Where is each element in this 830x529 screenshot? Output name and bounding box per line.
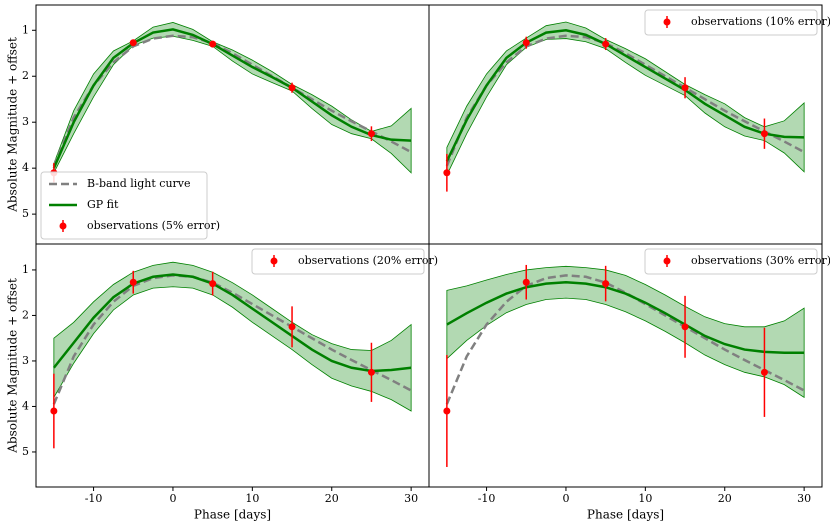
observation	[760, 368, 768, 376]
gp-fit	[446, 280, 805, 355]
y-tick-label: 5	[22, 445, 29, 458]
observation	[760, 130, 768, 138]
y-tick-label: 1	[22, 23, 29, 36]
y-axis-label: Absolute Magnitude + offset	[6, 37, 20, 213]
light-curve	[445, 274, 805, 405]
x-tick-label: 20	[325, 492, 339, 505]
legend-label: observations (30% error)	[691, 254, 830, 267]
legend-label: observations (10% error)	[691, 15, 830, 28]
observation	[367, 368, 375, 376]
y-tick-label: 3	[22, 115, 29, 128]
legend-swatch	[59, 222, 67, 230]
gp-fit	[52, 273, 412, 373]
observation	[129, 39, 137, 47]
y-tick-label: 1	[22, 263, 29, 276]
confidence-band	[446, 21, 805, 176]
observation	[288, 84, 296, 92]
panel: 1 2 3 4 5 -10 0 10 20 30 Absolute Magnitude + offs…	[6, 243, 438, 522]
legend-box	[251, 248, 425, 275]
observation	[681, 84, 689, 92]
confidence-band	[446, 265, 805, 399]
confidence-band	[53, 22, 412, 174]
legend-box	[644, 9, 818, 36]
y-tick-label: 5	[22, 207, 29, 220]
y-tick-label: 4	[22, 161, 29, 174]
observation	[209, 280, 217, 288]
panel-frame	[428, 243, 823, 488]
light-curve	[445, 34, 805, 167]
legend-swatch	[270, 257, 278, 265]
confidence-band	[53, 261, 412, 412]
panel: -10 0 10 20 30 Phase [days] observations (30% …	[428, 243, 830, 522]
observation	[602, 40, 610, 48]
x-tick-label: -10	[85, 492, 103, 505]
panel: observations (10% error)	[428, 4, 830, 245]
x-tick-label: 10	[638, 492, 652, 505]
x-tick-label: -10	[478, 492, 496, 505]
legend: B-band light curve GP fit observations (5%…	[40, 171, 220, 240]
panel-frame	[428, 4, 823, 245]
x-tick-label: 0	[169, 492, 176, 505]
legend-box	[644, 248, 818, 275]
legend-label: GP fit	[87, 198, 119, 211]
observation	[443, 407, 451, 415]
gp-fit	[445, 29, 805, 162]
legend: observations (20% error)	[251, 248, 438, 275]
y-tick-label: 4	[22, 399, 29, 412]
light-curve	[52, 34, 412, 167]
observation	[522, 39, 530, 47]
observation	[50, 407, 58, 415]
observation	[129, 278, 137, 286]
x-tick-label: 0	[562, 492, 569, 505]
x-axis-label: Phase [days]	[194, 508, 271, 522]
observation	[443, 169, 451, 177]
legend-swatch	[663, 18, 671, 26]
observation	[522, 278, 530, 286]
legend-box	[40, 171, 208, 240]
x-tick-label: 30	[797, 492, 811, 505]
light-curve	[52, 274, 412, 405]
legend-label: observations (20% error)	[298, 254, 438, 267]
observation	[367, 130, 375, 138]
legend-swatch	[663, 257, 671, 265]
observation	[681, 323, 689, 331]
legend: observations (30% error)	[644, 248, 830, 275]
x-axis-label: Phase [days]	[587, 508, 664, 522]
x-tick-label: 20	[718, 492, 732, 505]
y-tick-label: 3	[22, 354, 29, 367]
x-tick-label: 30	[404, 492, 418, 505]
legend-label: observations (5% error)	[87, 219, 220, 232]
y-tick-label: 2	[22, 308, 29, 321]
observation	[602, 280, 610, 288]
legend-label: B-band light curve	[87, 177, 191, 190]
gp-fit	[52, 28, 412, 169]
legend: observations (10% error)	[644, 9, 830, 36]
y-axis-label: Absolute Magnitude + offset	[6, 278, 20, 454]
y-tick-label: 2	[22, 69, 29, 82]
x-tick-label: 10	[245, 492, 259, 505]
observation	[209, 40, 217, 48]
observation	[288, 323, 296, 331]
